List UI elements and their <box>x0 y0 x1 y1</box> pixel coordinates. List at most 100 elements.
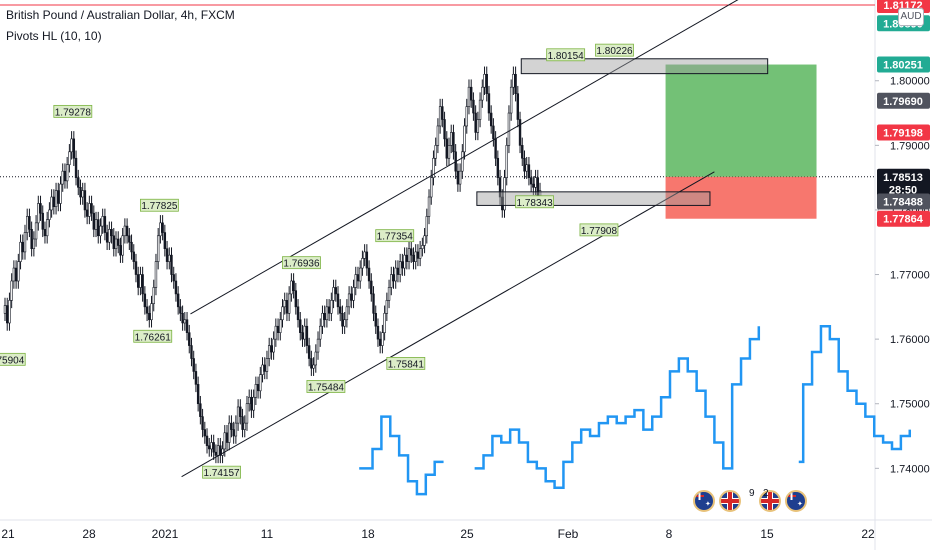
candle-body <box>214 451 218 456</box>
price-tag-label: 1.78488 <box>883 197 923 209</box>
pivot-label-high-7: 1.77354 <box>377 232 414 243</box>
candle-body <box>416 251 420 259</box>
candle-body <box>181 312 184 324</box>
candle-body <box>265 358 269 372</box>
candle-body <box>210 442 213 450</box>
candle-body <box>465 106 468 127</box>
candle-body <box>336 293 340 308</box>
candle-body <box>438 106 442 127</box>
candle-body <box>403 254 406 269</box>
x-tick-label: 25 <box>460 527 474 541</box>
x-tick-label: 15 <box>760 527 774 541</box>
candle-body <box>14 267 18 282</box>
price-tag-box[interactable] <box>877 168 930 185</box>
candle-body <box>443 119 446 140</box>
x-tick-label: Feb <box>558 527 579 541</box>
candle-body <box>141 274 144 295</box>
candle-body <box>381 332 384 346</box>
candle-body <box>514 73 517 94</box>
australia-flag-icon[interactable] <box>693 490 715 512</box>
candle-body <box>534 177 537 188</box>
candle-body <box>474 112 477 133</box>
uk-flag-icon[interactable] <box>719 490 741 512</box>
candle-body <box>314 351 317 366</box>
australia-flag-icon-2[interactable] <box>785 490 807 512</box>
price-tag-box[interactable] <box>877 56 930 73</box>
candle-body <box>123 225 127 237</box>
candle-body <box>17 261 20 282</box>
x-tick-label: 18 <box>361 527 375 541</box>
candle-body <box>208 445 211 450</box>
event-count-a: 9 <box>749 488 755 499</box>
pivot-label-high-1: 1.79278 <box>55 107 92 118</box>
candle-body <box>430 177 433 198</box>
price-tag-box[interactable] <box>877 181 930 198</box>
candle-body <box>152 287 155 304</box>
candle-body <box>469 86 473 101</box>
candle-body <box>529 177 533 185</box>
stop-loss-zone[interactable] <box>665 176 817 219</box>
candle-body <box>250 396 253 411</box>
candle-body <box>259 374 262 392</box>
candle-body <box>72 138 76 159</box>
candle-body <box>463 125 466 153</box>
pivot-label-box <box>386 357 426 370</box>
candle-body <box>241 416 244 430</box>
candle-body <box>299 319 302 333</box>
candle-body <box>327 306 331 314</box>
candle-body <box>59 183 62 204</box>
indicator-legend[interactable]: Pivots HL (10, 10) <box>6 29 102 43</box>
candle-body <box>192 358 195 372</box>
candle-body <box>94 219 98 230</box>
candle-body <box>383 312 386 333</box>
candle-body <box>196 384 200 405</box>
candle-body <box>234 422 238 437</box>
candle-body <box>32 238 36 249</box>
candle-body <box>194 371 198 385</box>
candle-body <box>230 422 233 430</box>
channel-lower-line[interactable] <box>181 171 715 478</box>
candle-body <box>367 267 371 282</box>
candle-body <box>99 225 102 237</box>
candle-body <box>434 145 437 159</box>
candle-body <box>390 274 393 288</box>
x-tick-label: 28 <box>82 527 96 541</box>
candle-body <box>50 196 53 211</box>
candle-body <box>39 203 42 214</box>
candle-body <box>441 106 444 120</box>
candle-body <box>145 306 149 314</box>
profit-zone[interactable] <box>665 64 817 177</box>
economic-events[interactable]: 9 2 <box>693 488 807 512</box>
candle-body <box>83 190 87 211</box>
x-tick-label: 8 <box>666 527 673 541</box>
support-zone[interactable] <box>476 191 711 206</box>
price-tag-box[interactable] <box>877 210 930 227</box>
candle-body <box>185 319 189 333</box>
candle-body <box>261 364 264 375</box>
candle-body <box>176 293 180 308</box>
candle-body <box>8 300 11 324</box>
candle-body <box>334 287 337 295</box>
candle-body <box>139 274 142 288</box>
candle-body <box>112 235 115 249</box>
candle-body <box>310 358 313 369</box>
candle-body <box>414 251 417 262</box>
price-tag-box[interactable] <box>877 92 930 109</box>
candle-body <box>174 280 178 295</box>
candle-body <box>476 119 480 133</box>
price-tag-box[interactable] <box>877 193 930 210</box>
candle-body <box>6 305 9 324</box>
price-tag-label: 1.78513 <box>883 172 923 184</box>
uk-flag-icon-2[interactable] <box>759 490 781 512</box>
candle-body <box>501 196 504 211</box>
price-tag-box[interactable] <box>877 124 930 141</box>
currency-selector[interactable]: AUD <box>898 8 924 26</box>
candle-body <box>103 216 107 233</box>
candle-body <box>270 345 273 353</box>
resistance-zone[interactable] <box>520 58 769 75</box>
candle-body <box>150 303 153 321</box>
candle-body <box>225 432 229 443</box>
candle-body <box>41 212 44 230</box>
candle-body <box>427 196 431 217</box>
